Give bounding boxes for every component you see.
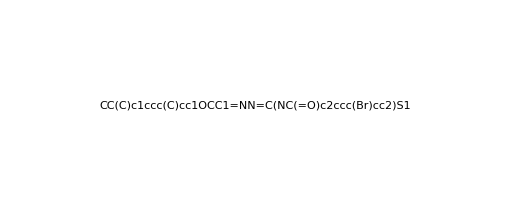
Text: CC(C)c1ccc(C)cc1OCC1=NN=C(NC(=O)c2ccc(Br)cc2)S1: CC(C)c1ccc(C)cc1OCC1=NN=C(NC(=O)c2ccc(Br… (99, 100, 410, 110)
